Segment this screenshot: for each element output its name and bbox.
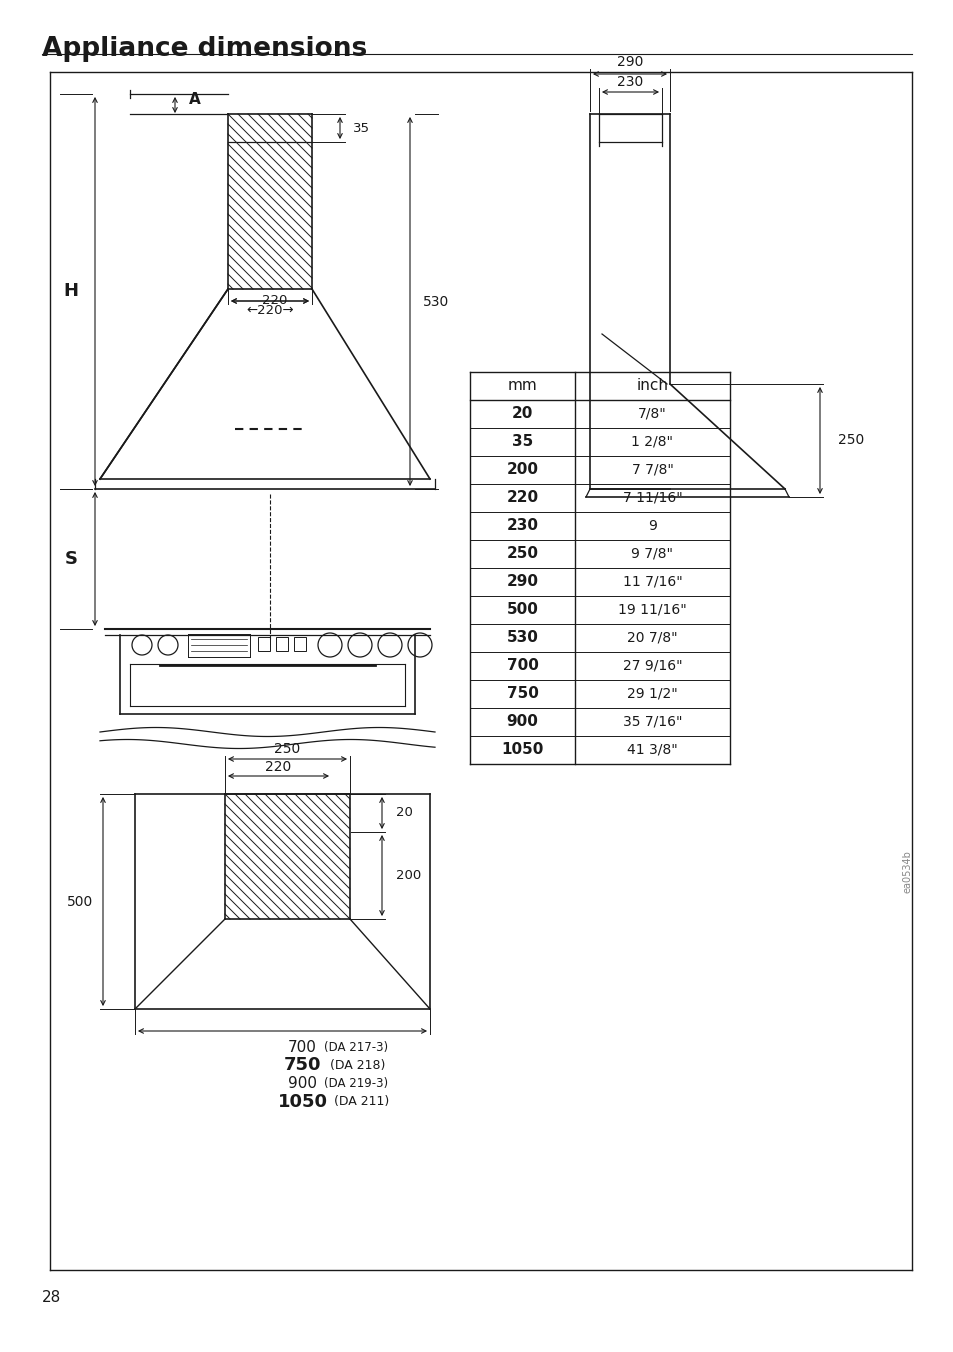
Text: 230: 230	[617, 74, 643, 89]
Text: 500: 500	[506, 603, 537, 618]
Text: 220: 220	[262, 295, 288, 307]
Bar	[294, 637, 306, 652]
Text: Appliance dimensions: Appliance dimensions	[42, 37, 367, 62]
Text: 250: 250	[274, 742, 300, 756]
Text: 1 2/8": 1 2/8"	[631, 435, 673, 449]
Text: 7/8": 7/8"	[638, 407, 666, 420]
Text: 35: 35	[353, 122, 370, 134]
Text: (DA 219-3): (DA 219-3)	[324, 1078, 388, 1091]
Text: 41 3/8": 41 3/8"	[626, 744, 678, 757]
Text: 290: 290	[506, 575, 537, 589]
Text: H: H	[63, 283, 78, 300]
Text: mm: mm	[507, 379, 537, 393]
Text: 1050: 1050	[277, 1092, 327, 1111]
Text: 500: 500	[67, 895, 92, 909]
Text: 20: 20	[395, 807, 413, 819]
Text: 29 1/2": 29 1/2"	[626, 687, 678, 700]
Text: (DA 217-3): (DA 217-3)	[324, 1041, 388, 1053]
Text: 290: 290	[617, 55, 642, 69]
Text: inch: inch	[636, 379, 668, 393]
Text: 7 11/16": 7 11/16"	[622, 491, 681, 506]
Text: 1050: 1050	[500, 742, 543, 757]
Text: 20 7/8": 20 7/8"	[626, 631, 677, 645]
Text: 750: 750	[283, 1056, 321, 1073]
Text: 9 7/8": 9 7/8"	[631, 548, 673, 561]
Text: 27 9/16": 27 9/16"	[622, 658, 681, 673]
Bar	[275, 637, 288, 652]
Text: S: S	[65, 550, 78, 568]
Bar	[257, 637, 270, 652]
Text: ea0534b: ea0534b	[902, 850, 912, 894]
Text: 750: 750	[506, 687, 537, 702]
Text: A: A	[189, 92, 200, 108]
Text: 700: 700	[506, 658, 537, 673]
Text: 200: 200	[506, 462, 537, 477]
Text: 250: 250	[506, 546, 537, 561]
Text: ←220→: ←220→	[246, 304, 294, 318]
Text: 19 11/16": 19 11/16"	[618, 603, 686, 617]
Text: 35 7/16": 35 7/16"	[622, 715, 681, 729]
Text: 900: 900	[288, 1076, 316, 1091]
Text: 220: 220	[265, 760, 292, 773]
Text: 220: 220	[506, 491, 538, 506]
Text: (DA 218): (DA 218)	[330, 1059, 385, 1072]
Text: 530: 530	[422, 295, 449, 308]
Text: 9: 9	[647, 519, 657, 533]
Text: 11 7/16": 11 7/16"	[622, 575, 681, 589]
Text: 250: 250	[837, 434, 863, 448]
Text: 7 7/8": 7 7/8"	[631, 462, 673, 477]
Text: 200: 200	[395, 869, 421, 882]
Text: 230: 230	[506, 519, 537, 534]
Text: (DA 211): (DA 211)	[335, 1095, 390, 1109]
Text: 530: 530	[506, 630, 537, 645]
Text: 700: 700	[288, 1040, 316, 1055]
Text: 20: 20	[511, 407, 533, 422]
Text: 35: 35	[512, 434, 533, 449]
Text: 900: 900	[506, 714, 537, 730]
Text: 28: 28	[42, 1290, 61, 1305]
